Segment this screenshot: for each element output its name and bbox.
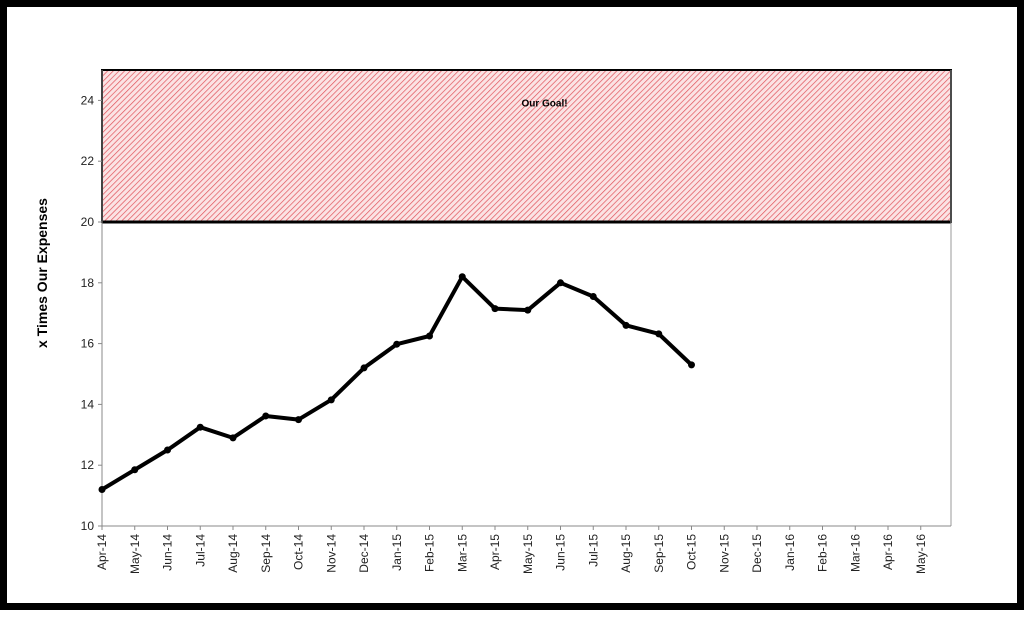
goal-annotation: Our Goal!	[521, 98, 567, 109]
y-tick-label: 22	[81, 154, 95, 168]
y-tick-label: 14	[81, 397, 95, 411]
x-tick-label: Nov-15	[717, 534, 731, 573]
data-point	[295, 416, 302, 424]
x-tick-label: Mar-15	[455, 534, 469, 572]
goal-band	[101, 69, 952, 223]
data-point	[393, 340, 401, 348]
x-tick-label: Nov-14	[324, 534, 338, 573]
data-point	[524, 306, 532, 314]
data-point	[458, 273, 466, 281]
y-tick-label: 10	[81, 519, 95, 533]
x-tick-label: Dec-14	[357, 534, 371, 573]
y-tick-label: 20	[81, 215, 95, 229]
y-tick-label: 18	[81, 276, 95, 290]
data-point	[426, 332, 433, 340]
data-point	[589, 292, 597, 300]
x-tick-label: Oct-14	[292, 534, 306, 570]
x-tick-label: Jul-14	[193, 534, 207, 567]
x-tick-label: Feb-15	[423, 534, 437, 572]
data-point	[360, 364, 368, 372]
data-point	[557, 279, 564, 287]
x-tick-label: Jun-14	[161, 534, 175, 571]
series-line	[100, 274, 693, 492]
data-point	[688, 361, 695, 369]
x-tick-label: Jun-15	[554, 534, 568, 571]
data-point	[131, 466, 139, 474]
data-point	[327, 396, 335, 404]
data-point	[262, 412, 270, 420]
x-tick-label: Apr-15	[488, 534, 502, 570]
x-tick-label: Aug-14	[226, 534, 240, 573]
x-tick-label: Sep-14	[259, 534, 273, 573]
x-tick-label: Sep-15	[652, 534, 666, 573]
x-tick-label: Jul-15	[586, 534, 600, 567]
x-tick-label: May-16	[914, 534, 928, 574]
y-tick-label: 24	[81, 93, 95, 107]
x-tick-label: Dec-15	[750, 534, 764, 573]
x-tick-label: Oct-15	[685, 534, 699, 570]
line-chart: Our Goal! 10 12 14 16 18 20 22 24 Apr-14 May-14 Ju…	[34, 69, 952, 574]
data-point	[622, 321, 630, 329]
y-tick-label: 16	[81, 337, 95, 351]
x-tick-label: Mar-16	[848, 534, 862, 572]
x-tick-label: Apr-14	[95, 534, 109, 570]
data-point	[655, 330, 663, 338]
data-point	[196, 423, 204, 431]
x-tick-label: Jan-15	[390, 534, 404, 571]
x-tick-label: May-15	[521, 534, 535, 574]
y-axis-label: x Times Our Expenses	[34, 198, 50, 348]
x-tick-label: Jan-16	[783, 534, 797, 571]
data-point	[98, 486, 106, 494]
x-tick-label: May-14	[128, 534, 142, 574]
x-tick-label: Apr-16	[881, 534, 895, 570]
data-point	[491, 305, 499, 313]
x-tick-label: Aug-15	[619, 534, 633, 573]
data-point	[164, 446, 171, 454]
y-tick-label: 12	[81, 458, 95, 472]
data-point	[229, 434, 237, 442]
x-tick-label: Feb-16	[816, 534, 830, 572]
